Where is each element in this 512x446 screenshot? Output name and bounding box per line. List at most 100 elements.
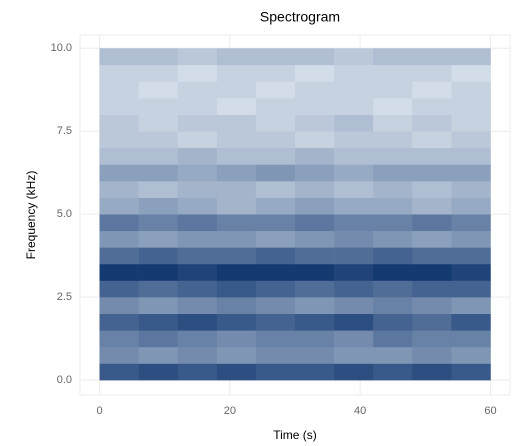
- cell: [451, 147, 491, 165]
- cell: [138, 263, 179, 281]
- cell: [177, 297, 218, 315]
- y-tick-label: 7.5: [57, 125, 72, 137]
- cell: [177, 48, 218, 66]
- cell: [451, 81, 491, 99]
- cell: [334, 313, 374, 331]
- cell: [295, 131, 335, 149]
- cell: [373, 64, 413, 82]
- cell: [412, 330, 452, 348]
- cell: [99, 363, 139, 381]
- cell: [216, 64, 257, 82]
- cell: [412, 64, 452, 82]
- cell: [255, 114, 296, 132]
- cell: [177, 147, 218, 165]
- cell: [255, 346, 296, 364]
- cell: [99, 114, 139, 132]
- cell: [373, 81, 413, 99]
- cell: [216, 297, 257, 315]
- cell: [412, 147, 452, 165]
- cell: [99, 48, 139, 66]
- cell: [255, 297, 296, 315]
- cell: [177, 247, 218, 265]
- cell: [216, 131, 257, 149]
- cell: [451, 247, 491, 265]
- cell: [295, 247, 335, 265]
- cell: [373, 114, 413, 132]
- cell: [177, 81, 218, 99]
- cell: [216, 147, 257, 165]
- cell: [99, 214, 139, 232]
- cell: [138, 313, 179, 331]
- cell: [295, 48, 335, 66]
- cells: [99, 48, 491, 381]
- cell: [177, 197, 218, 215]
- cell: [334, 147, 374, 165]
- cell: [99, 346, 139, 364]
- cell: [334, 297, 374, 315]
- cell: [99, 230, 139, 248]
- cell: [177, 114, 218, 132]
- cell: [255, 81, 296, 99]
- cell: [295, 197, 335, 215]
- cell: [138, 214, 179, 232]
- cell: [451, 48, 491, 66]
- cell: [138, 363, 179, 381]
- cell: [138, 64, 179, 82]
- cell: [295, 214, 335, 232]
- cell: [138, 230, 179, 248]
- cell: [295, 297, 335, 315]
- cell: [451, 131, 491, 149]
- cell: [255, 363, 296, 381]
- cell: [451, 180, 491, 198]
- cell: [373, 297, 413, 315]
- cell: [412, 180, 452, 198]
- cell: [412, 346, 452, 364]
- cell: [373, 180, 413, 198]
- cell: [412, 214, 452, 232]
- cell: [138, 48, 179, 66]
- x-tick-label: 20: [224, 405, 236, 417]
- cell: [412, 280, 452, 298]
- cell: [373, 131, 413, 149]
- cell: [295, 98, 335, 115]
- cell: [255, 280, 296, 298]
- cell: [412, 363, 452, 381]
- y-tick-label: 0.0: [57, 374, 72, 386]
- cell: [177, 131, 218, 149]
- cell: [451, 98, 491, 115]
- cell: [373, 330, 413, 348]
- cell: [334, 180, 374, 198]
- cell: [334, 230, 374, 248]
- cell: [295, 313, 335, 331]
- cell: [216, 363, 257, 381]
- cell: [99, 297, 139, 315]
- cell: [138, 98, 179, 115]
- y-axis-label: Frequency (kHz): [24, 171, 38, 260]
- cell: [255, 64, 296, 82]
- cell: [99, 313, 139, 331]
- cell: [177, 180, 218, 198]
- cell: [177, 98, 218, 115]
- cell: [334, 64, 374, 82]
- cell: [99, 280, 139, 298]
- cell: [334, 48, 374, 66]
- cell: [138, 81, 179, 99]
- cell: [138, 131, 179, 149]
- cell: [412, 297, 452, 315]
- cell: [177, 214, 218, 232]
- cell: [177, 230, 218, 248]
- cell: [373, 197, 413, 215]
- cell: [451, 313, 491, 331]
- cell: [412, 230, 452, 248]
- chart-title: Spectrogram: [260, 9, 340, 25]
- cell: [373, 230, 413, 248]
- cell: [177, 346, 218, 364]
- cell: [216, 280, 257, 298]
- cell: [295, 114, 335, 132]
- cell: [99, 98, 139, 115]
- cell: [334, 247, 374, 265]
- cell: [451, 330, 491, 348]
- y-tick-label: 2.5: [57, 291, 72, 303]
- cell: [216, 214, 257, 232]
